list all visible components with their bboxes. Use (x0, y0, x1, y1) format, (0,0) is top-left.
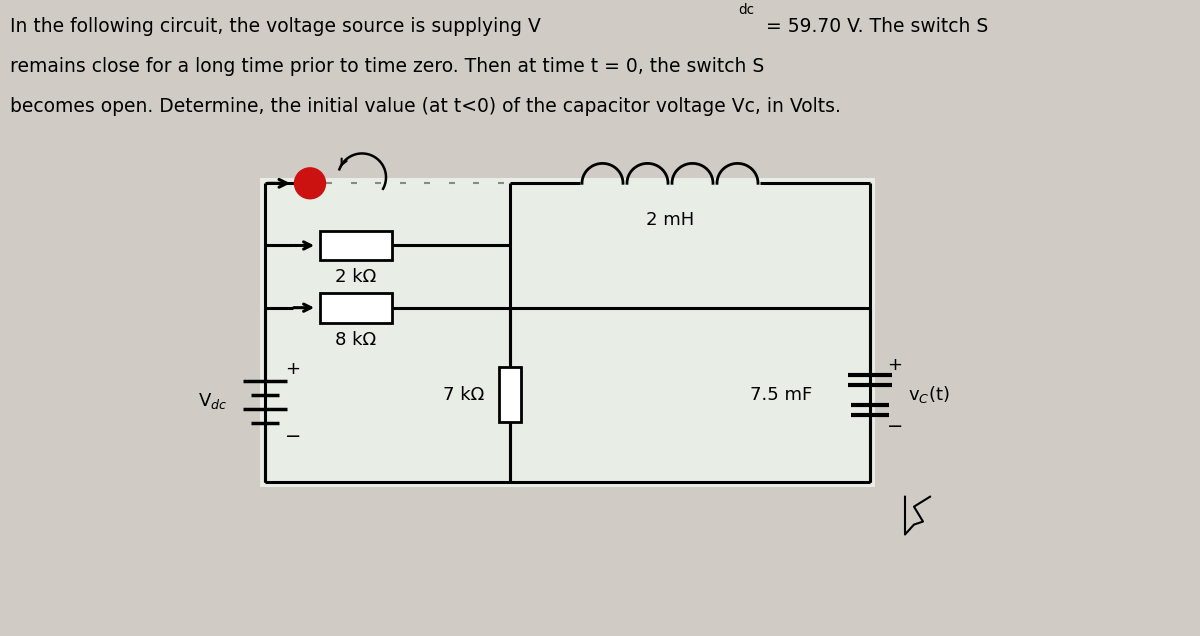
Text: 7.5 mF: 7.5 mF (750, 385, 812, 404)
Text: remains close for a long time prior to time zero. Then at time t = 0, the switch: remains close for a long time prior to t… (10, 57, 764, 76)
Bar (499, 368, 521, 422)
Text: +: + (888, 356, 902, 374)
Text: 7 kΩ: 7 kΩ (443, 385, 484, 404)
Text: V$_{dc}$: V$_{dc}$ (198, 391, 227, 411)
Text: −: − (284, 427, 301, 446)
Text: −: − (887, 417, 904, 436)
Text: = 59.70 V. The switch S: = 59.70 V. The switch S (760, 17, 989, 36)
Bar (260, 178, 875, 487)
Bar (320, 231, 392, 260)
Text: 2 kΩ: 2 kΩ (335, 268, 377, 286)
Circle shape (294, 168, 325, 198)
Text: v$_C$(t): v$_C$(t) (908, 384, 949, 405)
Text: becomes open. Determine, the initial value (at t<0) of the capacitor voltage Vc,: becomes open. Determine, the initial val… (10, 97, 841, 116)
Text: +: + (286, 360, 300, 378)
Bar (320, 293, 392, 322)
Text: dc: dc (738, 3, 754, 17)
Text: In the following circuit, the voltage source is supplying V: In the following circuit, the voltage so… (10, 17, 541, 36)
Text: 8 kΩ: 8 kΩ (336, 331, 377, 349)
Text: 2 mH: 2 mH (646, 211, 694, 229)
